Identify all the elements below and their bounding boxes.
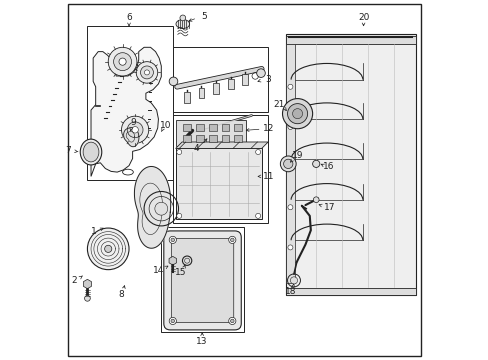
Bar	[234, 125, 242, 131]
Text: 2: 2	[72, 276, 77, 285]
Circle shape	[140, 66, 153, 79]
Bar	[172, 116, 267, 223]
Text: 3: 3	[265, 75, 271, 84]
Circle shape	[176, 149, 182, 154]
Text: 21: 21	[273, 100, 285, 109]
Bar	[208, 125, 216, 131]
Circle shape	[169, 77, 178, 86]
Bar	[172, 47, 267, 112]
Bar	[221, 135, 229, 141]
Bar	[285, 34, 415, 296]
Bar	[183, 135, 190, 141]
Text: 9: 9	[130, 118, 136, 127]
Bar	[86, 26, 172, 180]
Bar	[175, 148, 261, 220]
Circle shape	[119, 58, 126, 65]
Text: 7: 7	[65, 146, 71, 155]
Circle shape	[87, 228, 129, 270]
Polygon shape	[175, 142, 267, 148]
Circle shape	[132, 127, 138, 133]
Circle shape	[312, 160, 319, 167]
Bar	[242, 74, 247, 85]
Circle shape	[127, 122, 142, 138]
Circle shape	[84, 296, 90, 301]
Text: 10: 10	[160, 121, 171, 130]
Text: 5: 5	[201, 12, 206, 21]
Bar	[176, 120, 246, 146]
Text: 20: 20	[357, 13, 368, 22]
Circle shape	[108, 47, 137, 76]
Ellipse shape	[80, 139, 102, 165]
Text: 16: 16	[323, 162, 334, 171]
Circle shape	[282, 99, 312, 129]
Circle shape	[255, 213, 260, 219]
Circle shape	[230, 319, 234, 323]
Text: 6: 6	[126, 13, 132, 22]
Bar	[208, 135, 216, 141]
Bar	[161, 226, 244, 332]
Bar	[227, 79, 233, 89]
Circle shape	[104, 245, 112, 252]
Text: 14: 14	[153, 266, 164, 275]
Circle shape	[255, 149, 260, 154]
Circle shape	[171, 238, 174, 242]
Bar	[195, 125, 203, 131]
Circle shape	[256, 69, 265, 77]
Polygon shape	[123, 127, 139, 147]
Circle shape	[290, 277, 297, 284]
Bar	[285, 36, 415, 44]
Circle shape	[287, 84, 292, 89]
Circle shape	[184, 258, 189, 263]
FancyBboxPatch shape	[171, 238, 233, 322]
Circle shape	[292, 109, 302, 119]
Bar	[198, 87, 204, 98]
Circle shape	[169, 318, 176, 324]
Circle shape	[144, 70, 149, 75]
Bar	[285, 44, 294, 283]
Circle shape	[121, 116, 148, 143]
Bar	[285, 288, 415, 296]
Polygon shape	[91, 47, 161, 176]
Circle shape	[313, 197, 319, 203]
Text: 19: 19	[291, 151, 303, 160]
Circle shape	[287, 205, 292, 210]
FancyBboxPatch shape	[163, 231, 241, 330]
Ellipse shape	[83, 142, 99, 162]
Circle shape	[176, 213, 182, 219]
Circle shape	[228, 318, 235, 324]
Circle shape	[228, 236, 235, 243]
Circle shape	[136, 62, 158, 83]
Circle shape	[283, 159, 292, 168]
Text: 12: 12	[263, 124, 274, 133]
Text: 4: 4	[193, 144, 199, 153]
Text: 17: 17	[323, 203, 335, 212]
Bar	[183, 125, 190, 131]
Circle shape	[113, 53, 131, 71]
Circle shape	[287, 245, 292, 250]
Polygon shape	[134, 166, 170, 248]
Bar	[234, 135, 242, 141]
Circle shape	[171, 319, 174, 323]
Text: 15: 15	[175, 269, 186, 278]
Circle shape	[287, 165, 292, 170]
Circle shape	[169, 236, 176, 243]
Bar	[221, 125, 229, 131]
Bar	[184, 92, 190, 103]
Circle shape	[287, 104, 307, 124]
Text: 1: 1	[91, 227, 97, 236]
Text: 11: 11	[263, 172, 274, 181]
Text: 18: 18	[285, 287, 296, 296]
Text: 8: 8	[119, 290, 124, 299]
Circle shape	[287, 125, 292, 130]
Circle shape	[230, 238, 234, 242]
Ellipse shape	[176, 19, 189, 28]
Circle shape	[180, 15, 185, 21]
Bar	[212, 83, 218, 94]
Circle shape	[280, 156, 296, 172]
Text: 13: 13	[196, 337, 207, 346]
Circle shape	[155, 202, 167, 215]
Bar	[195, 135, 203, 141]
